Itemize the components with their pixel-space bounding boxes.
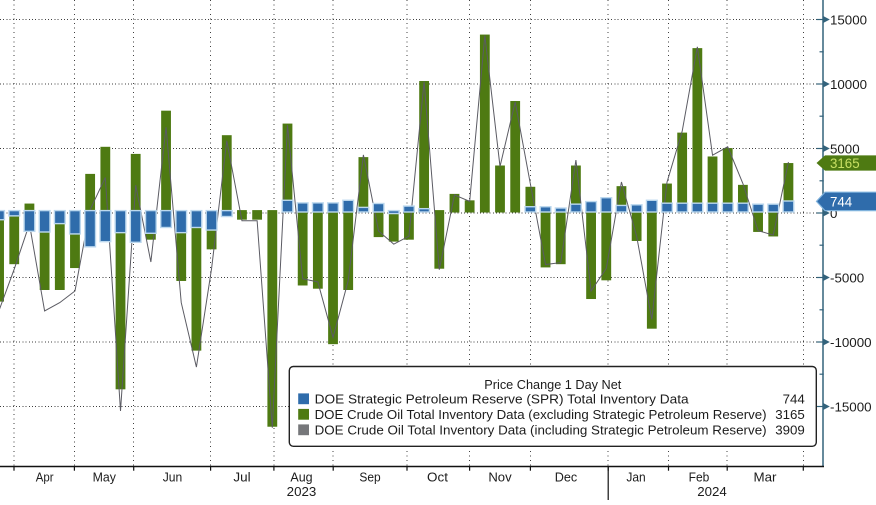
svg-text:744: 744 — [830, 194, 852, 210]
svg-text:-10000: -10000 — [830, 335, 872, 350]
svg-text:Aug: Aug — [290, 470, 312, 485]
svg-text:2023: 2023 — [287, 484, 317, 499]
svg-text:3165: 3165 — [830, 156, 860, 172]
svg-text:Sep: Sep — [359, 470, 380, 485]
svg-text:10000: 10000 — [830, 77, 867, 92]
svg-text:Price Change 1 Day Net: Price Change 1 Day Net — [484, 377, 621, 392]
svg-text:Jan: Jan — [626, 470, 645, 485]
svg-text:5000: 5000 — [830, 141, 860, 156]
svg-text:Apr: Apr — [36, 470, 54, 485]
svg-text:DOE Strategic Petroleum Reserv: DOE Strategic Petroleum Reserve (SPR) To… — [315, 392, 690, 407]
svg-text:3165: 3165 — [775, 407, 805, 422]
svg-text:Mar: Mar — [754, 470, 778, 485]
svg-text:-5000: -5000 — [830, 270, 864, 285]
svg-text:Dec: Dec — [555, 470, 578, 485]
svg-text:May: May — [93, 470, 117, 485]
svg-text:Nov: Nov — [488, 470, 512, 485]
svg-text:Jul: Jul — [233, 470, 250, 485]
svg-text:2024: 2024 — [697, 484, 727, 499]
svg-text:-15000: -15000 — [830, 399, 872, 414]
svg-text:744: 744 — [783, 392, 805, 407]
svg-text:DOE Crude Oil Total Inventory: DOE Crude Oil Total Inventory Data (incl… — [315, 423, 767, 438]
svg-text:DOE Crude Oil Total Inventory: DOE Crude Oil Total Inventory Data (excl… — [315, 407, 767, 422]
svg-text:Jun: Jun — [163, 470, 183, 485]
svg-text:15000: 15000 — [830, 12, 867, 27]
svg-text:3909: 3909 — [775, 423, 805, 438]
svg-text:Oct: Oct — [427, 470, 448, 485]
svg-text:0: 0 — [830, 206, 837, 221]
svg-text:Feb: Feb — [689, 470, 710, 485]
